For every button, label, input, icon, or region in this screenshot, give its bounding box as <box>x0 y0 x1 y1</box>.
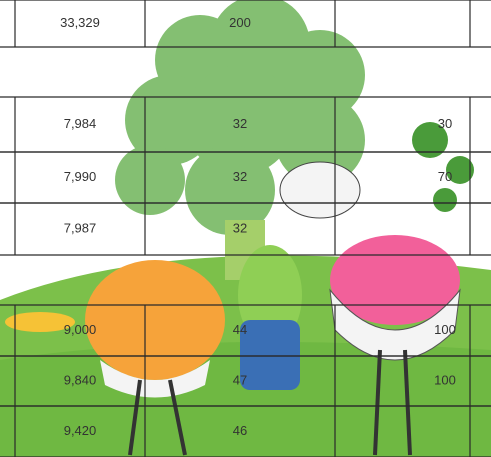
cell-text: 9,840 <box>64 372 97 387</box>
cell-text: 100 <box>434 322 456 337</box>
cell-text: 9,000 <box>64 322 97 337</box>
cell-text: 9,420 <box>64 423 97 438</box>
cell-text: 200 <box>229 15 251 30</box>
cell-text: 30 <box>438 116 452 131</box>
cell-text: 100 <box>434 372 456 387</box>
cell-text: 47 <box>233 372 247 387</box>
page: 33,329 200 7,984 32 30 7,990 32 70 7,987 32 9,000 4… <box>0 0 491 457</box>
cell-text: 7,987 <box>64 220 97 235</box>
cell-text: 70 <box>438 169 452 184</box>
cell-text: 44 <box>233 322 247 337</box>
cell-text: 32 <box>233 116 247 131</box>
cell-text: 46 <box>233 423 247 438</box>
table-view: 33,329 200 7,984 32 30 7,990 32 70 7,987 32 9,000 4… <box>0 0 491 457</box>
cell-text: 32 <box>233 169 247 184</box>
cell-text: 7,990 <box>64 169 97 184</box>
cell-text: 32 <box>233 220 247 235</box>
cell-text: 7,984 <box>64 116 97 131</box>
cell-text: 33,329 <box>60 15 100 30</box>
